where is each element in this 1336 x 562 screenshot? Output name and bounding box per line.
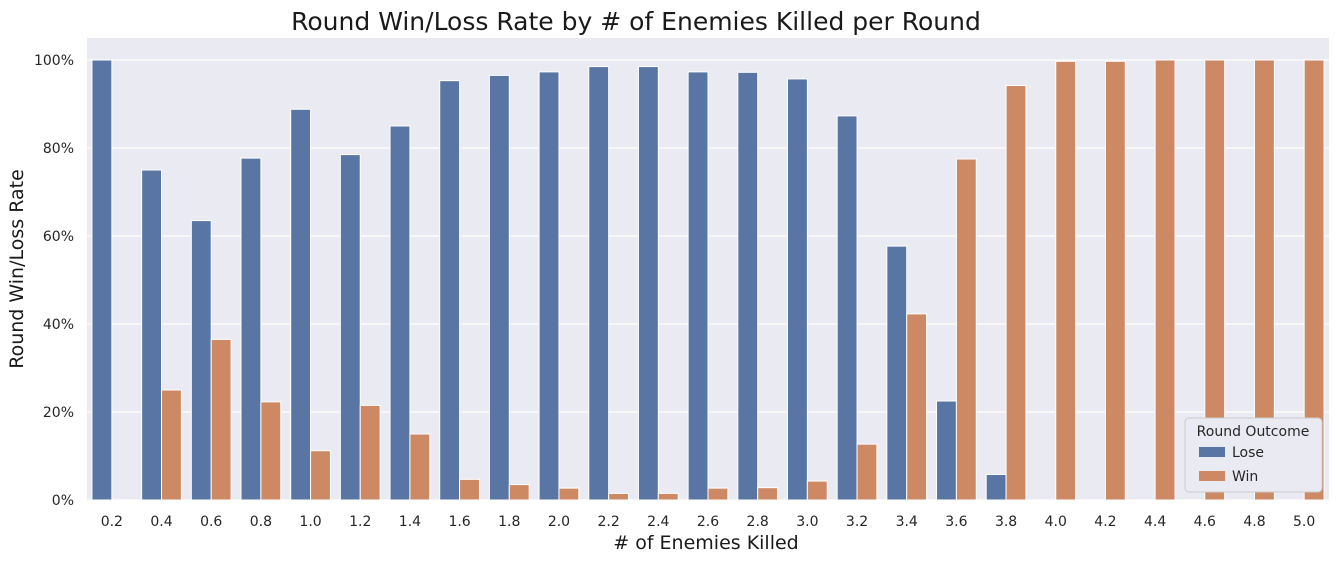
bar-lose-2.0 <box>538 71 560 501</box>
x-tick-label: 4.6 <box>1194 514 1216 530</box>
x-tick-label: 2.4 <box>647 514 669 530</box>
bar-lose-3.6 <box>936 400 957 501</box>
x-axis-ticks: 0.2 0.4 0.6 0.8 1.0 1.2 1.4 1.6 1.8 2.0 2.2 2.4 2.6 2… <box>101 514 1316 530</box>
bar-win-5.0 <box>1303 59 1325 501</box>
bar-lose-3.4 <box>886 245 908 501</box>
x-tick-label: 2.0 <box>548 514 570 530</box>
x-tick-label: 1.6 <box>448 514 470 530</box>
bar-win-1.0 <box>310 450 331 501</box>
y-tick-label: 0% <box>52 493 74 509</box>
y-tick-label: 20% <box>43 405 74 421</box>
bar-win-3.8 <box>1005 85 1027 501</box>
bar-lose-3.8 <box>985 473 1007 501</box>
bar-lose-1.2 <box>339 154 361 501</box>
bar-win-2.4 <box>657 492 679 501</box>
x-tick-label: 1.0 <box>299 514 321 530</box>
bar-lose-3.2 <box>836 115 858 501</box>
x-tick-label: 4.4 <box>1144 514 1166 530</box>
bar-win-0.4 <box>161 389 182 501</box>
y-axis-label: Round Win/Loss Rate <box>6 169 28 369</box>
bar-win-0.8 <box>260 401 282 501</box>
bar-lose-1.0 <box>290 108 312 501</box>
x-tick-label: 0.4 <box>150 514 172 530</box>
x-tick-label: 1.8 <box>498 514 520 530</box>
bar-lose-1.6 <box>439 80 461 501</box>
legend-label-win: Win <box>1232 469 1258 485</box>
y-tick-label: 60% <box>43 229 74 245</box>
bar-lose-1.8 <box>488 74 510 501</box>
bar-lose-2.6 <box>687 71 709 501</box>
y-tick-label: 40% <box>43 317 74 333</box>
bar-lose-2.4 <box>637 66 659 501</box>
bar-win-3.0 <box>806 480 828 501</box>
legend-swatch-win <box>1199 471 1225 481</box>
x-tick-label: 0.6 <box>200 514 222 530</box>
bar-lose-3.0 <box>786 78 808 501</box>
chart-title: Round Win/Loss Rate by # of Enemies Kill… <box>291 7 981 36</box>
x-tick-label: 4.8 <box>1243 514 1265 530</box>
x-tick-label: 0.2 <box>101 514 123 530</box>
bar-win-3.2 <box>856 443 878 501</box>
bar-win-3.6 <box>955 158 977 501</box>
legend-title: Round Outcome <box>1197 424 1310 440</box>
bar-lose-1.4 <box>389 125 411 501</box>
x-axis-label: # of Enemies Killed <box>613 532 799 554</box>
x-tick-label: 2.2 <box>598 514 620 530</box>
bar-win-2.2 <box>608 492 630 501</box>
bar-lose-2.8 <box>737 71 759 501</box>
bar-win-2.8 <box>757 487 779 501</box>
bar-win-4.0 <box>1055 60 1077 501</box>
x-tick-label: 3.2 <box>846 514 868 530</box>
x-tick-label: 1.4 <box>399 514 421 530</box>
x-tick-label: 4.2 <box>1094 514 1116 530</box>
bar-win-4.8 <box>1253 59 1275 501</box>
x-tick-label: 3.0 <box>796 514 818 530</box>
bar-win-1.4 <box>409 433 431 501</box>
bar-lose-0.6 <box>190 220 212 501</box>
bar-win-1.8 <box>508 484 530 501</box>
bar-win-2.0 <box>558 487 580 501</box>
x-tick-label: 3.8 <box>995 514 1017 530</box>
bar-lose-0.2 <box>91 59 113 501</box>
legend: Round Outcome Lose Win <box>1184 417 1323 493</box>
x-tick-label: 2.8 <box>747 514 769 530</box>
x-tick-label: 5.0 <box>1293 514 1315 530</box>
x-tick-label: 2.6 <box>697 514 719 530</box>
y-axis-ticks: 0% 20% 40% 60% 80% 100% <box>34 53 74 509</box>
bar-win-1.6 <box>459 478 480 501</box>
bar-win-1.2 <box>359 404 381 501</box>
x-tick-label: 4.0 <box>1045 514 1067 530</box>
legend-swatch-lose <box>1199 447 1225 457</box>
y-tick-label: 80% <box>43 141 74 157</box>
x-tick-label: 0.8 <box>250 514 272 530</box>
bar-win-4.6 <box>1204 59 1226 501</box>
bar-win-0.6 <box>210 338 232 501</box>
legend-label-lose: Lose <box>1232 445 1264 461</box>
bar-win-4.2 <box>1104 60 1126 501</box>
bar-win-3.4 <box>906 313 928 501</box>
bar-lose-0.4 <box>141 169 163 501</box>
x-tick-label: 3.4 <box>896 514 918 530</box>
bar-lose-0.8 <box>240 157 262 501</box>
x-tick-label: 1.2 <box>349 514 371 530</box>
bar-lose-2.2 <box>588 66 610 501</box>
bar-win-4.4 <box>1154 59 1176 501</box>
y-tick-label: 100% <box>34 53 74 69</box>
bar-win-2.6 <box>707 487 729 501</box>
bars <box>91 59 1325 501</box>
x-tick-label: 3.6 <box>945 514 967 530</box>
